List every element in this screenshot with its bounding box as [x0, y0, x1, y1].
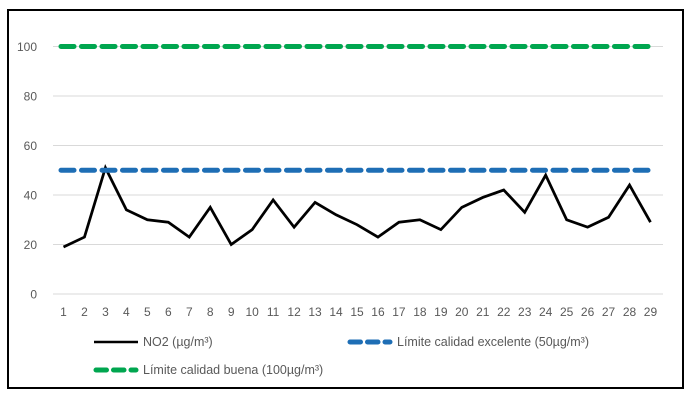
x-tick-label: 20	[455, 305, 469, 319]
x-tick-label: 1	[60, 305, 67, 319]
y-tick-label: 100	[17, 40, 37, 54]
x-tick-label: 6	[165, 305, 172, 319]
legend-item-good-limit: Límite calidad buena (100µg/m³)	[93, 362, 323, 378]
no2-series-line	[62, 164, 652, 249]
x-tick-label: 24	[539, 305, 553, 319]
x-axis-labels: 1 2 3 4 5 6 7 8 9 10 11 12 13 14 15 16 17 18 19 20 21 22 23 24 2…	[60, 305, 657, 319]
x-tick-label: 12	[287, 305, 301, 319]
x-tick-label: 8	[207, 305, 214, 319]
x-tick-label: 26	[581, 305, 595, 319]
x-tick-label: 10	[245, 305, 259, 319]
x-tick-label: 21	[476, 305, 490, 319]
x-tick-label: 22	[497, 305, 511, 319]
x-tick-label: 11	[267, 305, 280, 319]
legend-item-no2: NO2 (µg/m³)	[93, 334, 213, 350]
x-tick-label: 17	[392, 305, 406, 319]
x-tick-label: 2	[81, 305, 88, 319]
x-tick-label: 4	[123, 305, 130, 319]
x-tick-label: 15	[350, 305, 364, 319]
x-tick-label: 13	[308, 305, 322, 319]
x-tick-label: 14	[329, 305, 343, 319]
x-tick-label: 27	[602, 305, 616, 319]
legend-item-excellent-limit: Límite calidad excelente (50µg/m³)	[347, 334, 589, 350]
x-tick-label: 9	[228, 305, 235, 319]
x-tick-label: 3	[102, 305, 109, 319]
y-tick-label: 80	[24, 89, 38, 103]
x-tick-label: 29	[644, 305, 658, 319]
x-tick-label: 7	[186, 305, 193, 319]
no2-line-swatch-icon	[94, 340, 138, 344]
legend-label-no2: NO2 (µg/m³)	[143, 335, 213, 349]
x-tick-label: 18	[413, 305, 427, 319]
y-tick-label: 20	[24, 238, 38, 252]
x-tick-label: 25	[560, 305, 574, 319]
x-tick-label: 23	[518, 305, 532, 319]
legend-label-good: Límite calidad buena (100µg/m³)	[143, 363, 324, 377]
x-tick-label: 5	[144, 305, 151, 319]
y-tick-label: 60	[24, 139, 38, 153]
y-tick-label: 0	[30, 288, 37, 302]
x-tick-label: 28	[623, 305, 637, 319]
y-tick-label: 40	[24, 188, 38, 202]
excellent-limit-swatch-icon	[347, 339, 393, 345]
y-axis-labels: 0 20 40 60 80 100	[17, 40, 37, 302]
legend-label-excellent: Límite calidad excelente (50µg/m³)	[397, 335, 590, 349]
x-tick-label: 19	[434, 305, 448, 319]
good-limit-swatch-icon	[93, 367, 139, 373]
x-tick-label: 16	[371, 305, 385, 319]
